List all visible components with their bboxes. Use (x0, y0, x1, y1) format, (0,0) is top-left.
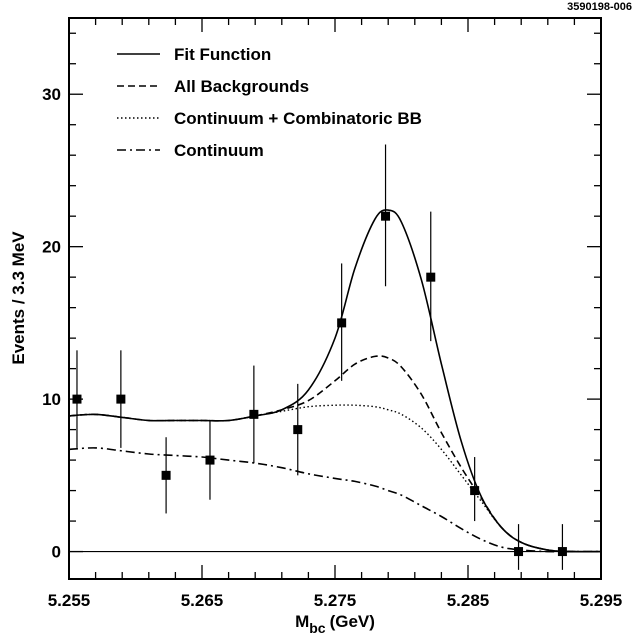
x-axis-tick-labels: 5.255 5.265 5.275 5.285 5.295 (48, 591, 623, 610)
data-point-marker (205, 455, 215, 465)
x-axis-label: Mbc (GeV) (295, 612, 375, 636)
legend: Fit Function All Backgrounds Continuum + C… (117, 45, 422, 160)
x-tick-label: 5.285 (447, 591, 490, 610)
x-tick-label: 5.255 (48, 591, 91, 610)
y-tick-label: 0 (52, 543, 61, 562)
figure-id-label: 3590198-006 (567, 1, 632, 13)
y-tick-label: 20 (42, 238, 61, 257)
data-point-marker (426, 272, 436, 282)
data-point-marker (381, 211, 391, 221)
data-point-marker (514, 547, 524, 557)
x-tick-label: 5.295 (580, 591, 623, 610)
x-axis-ticks (68, 18, 602, 579)
x-tick-label: 5.265 (181, 591, 224, 610)
y-tick-label: 30 (42, 85, 61, 104)
legend-label: Continuum + Combinatoric BB (174, 109, 422, 128)
data-point-marker (337, 318, 347, 328)
data-point-marker (470, 486, 480, 496)
fit-curves (68, 209, 602, 553)
x-tick-label: 5.275 (314, 591, 357, 610)
legend-label: All Backgrounds (174, 77, 309, 96)
y-axis-label: Events / 3.3 MeV (9, 231, 28, 365)
data-point-marker (116, 394, 126, 404)
x-axis-label-subscript: bc (309, 620, 326, 636)
data-point-marker (161, 470, 171, 480)
curve-dashdot (68, 447, 601, 553)
y-axis-tick-labels: 0 10 20 30 (42, 85, 61, 561)
curve-dotted (68, 404, 602, 553)
data-point-marker (557, 547, 567, 557)
legend-label: Continuum (174, 141, 264, 160)
x-axis-label-main: M (295, 612, 309, 631)
x-axis-label-unit: (GeV) (330, 612, 375, 631)
plot-frame (68, 17, 602, 580)
legend-label: Fit Function (174, 45, 271, 64)
data-point-marker (293, 425, 303, 435)
data-point-marker (249, 409, 259, 419)
data-points (72, 144, 567, 570)
data-point-marker (72, 394, 82, 404)
y-tick-label: 10 (42, 390, 61, 409)
